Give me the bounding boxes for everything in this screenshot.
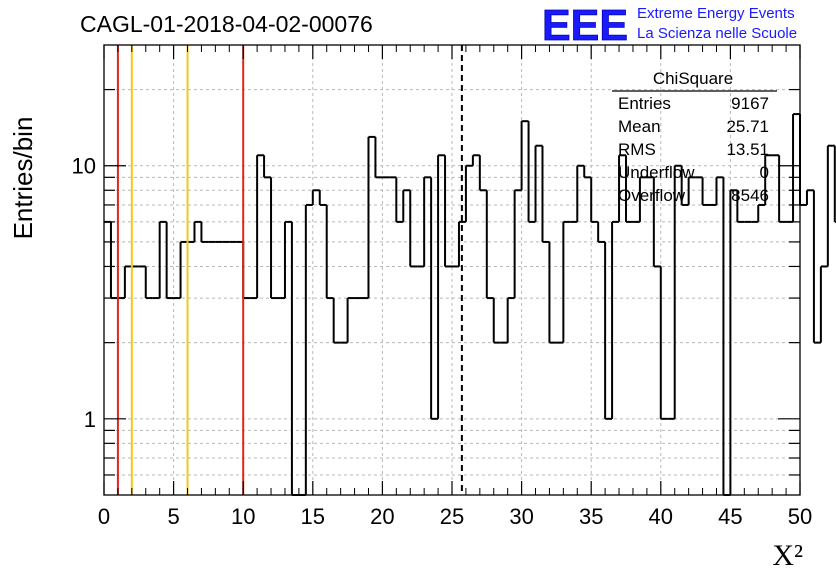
stats-label-underflow: Underflow xyxy=(618,163,695,182)
x-tick-label: 10 xyxy=(231,504,255,529)
stats-value-entries: 9167 xyxy=(731,94,769,113)
x-tick-label: 0 xyxy=(98,504,110,529)
chart-title: CAGL-01-2018-04-02-00076 xyxy=(80,11,373,37)
stats-box: ChiSquare Entries 9167 Mean 25.71 RMS 13… xyxy=(612,69,777,205)
x-tick-label: 45 xyxy=(718,504,742,529)
axis-ticks xyxy=(103,45,801,495)
stats-label-entries: Entries xyxy=(618,94,671,113)
x-axis-label: X² xyxy=(772,539,803,572)
x-tick-label: 50 xyxy=(788,504,812,529)
stats-value-mean: 25.71 xyxy=(726,117,769,136)
stats-value-rms: 13.51 xyxy=(726,140,769,159)
y-axis-label: Entries/bin xyxy=(8,117,38,240)
eee-logo-mark: EEE xyxy=(542,1,628,50)
x-tick-label: 40 xyxy=(649,504,673,529)
stats-value-overflow: 8546 xyxy=(731,186,769,205)
stats-row-underflow: Underflow 0 xyxy=(618,163,769,182)
stats-label-mean: Mean xyxy=(618,117,661,136)
threshold-lines xyxy=(116,45,463,495)
y-tick-label: 10 xyxy=(72,154,96,179)
stats-row-overflow: Overflow 8546 xyxy=(618,186,769,205)
stats-title: ChiSquare xyxy=(653,69,733,88)
logo-line-2: La Scienza nelle Scuole xyxy=(637,25,797,42)
x-tick-label: 35 xyxy=(579,504,603,529)
x-tick-label: 30 xyxy=(509,504,533,529)
x-tick-labels: 0 5 10 15 20 25 30 35 40 45 50 xyxy=(98,504,812,529)
logo-line-1: Extreme Energy Events xyxy=(637,5,795,22)
histogram-bars xyxy=(104,113,836,496)
stats-row-rms: RMS 13.51 xyxy=(618,140,769,159)
stats-label-overflow: Overflow xyxy=(618,186,686,205)
stats-row-entries: Entries 9167 xyxy=(618,94,769,113)
stats-value-underflow: 0 xyxy=(760,163,769,182)
x-tick-label: 15 xyxy=(301,504,325,529)
x-tick-label: 20 xyxy=(370,504,394,529)
x-tick-label: 5 xyxy=(167,504,179,529)
x-tick-label: 25 xyxy=(440,504,464,529)
y-tick-label: 1 xyxy=(84,407,96,432)
stats-label-rms: RMS xyxy=(618,140,656,159)
y-tick-labels: 1 10 xyxy=(72,154,96,432)
stats-row-mean: Mean 25.71 xyxy=(618,117,769,136)
eee-logo: EEE Extreme Energy Events La Scienza nel… xyxy=(542,1,798,51)
